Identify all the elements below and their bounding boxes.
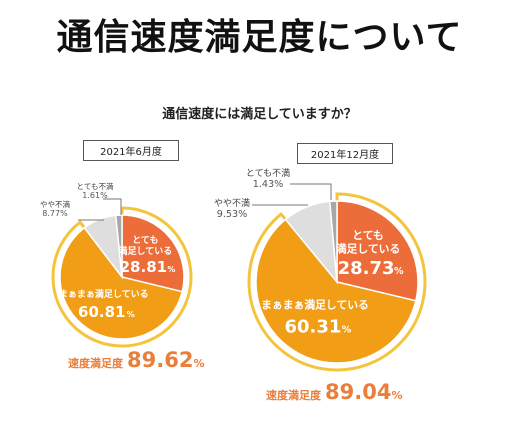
slice-value: 60.31 [285, 316, 342, 337]
slice-label: やや不満 [214, 198, 250, 209]
slice-value-percent: % [394, 266, 404, 277]
slice-value: 60.81 [78, 303, 125, 321]
slice-label: やや不満 [40, 200, 70, 209]
summary-percent: % [391, 389, 403, 402]
pie-slice [59, 226, 184, 340]
pie-slice [114, 214, 123, 278]
summary-label: 速度満足度 [266, 389, 321, 402]
slice-value: 28.81 [120, 258, 167, 276]
satisfaction-summary-december: 速度満足度 89.04% [266, 380, 402, 404]
slice-label: 満足している [118, 245, 172, 257]
slice-value: 9.53% [217, 209, 247, 220]
pie-slice [336, 200, 419, 302]
slice-label: まぁまぁ満足している [261, 297, 369, 311]
satisfaction-highlight-ring [247, 192, 427, 372]
pie-slice [328, 200, 338, 283]
slice-label: とても不満 [77, 182, 114, 191]
leader-line [290, 183, 332, 200]
summary-percent: % [193, 357, 205, 370]
slice-value: 1.43% [253, 179, 283, 190]
slice-value-percent: % [167, 265, 175, 274]
slice-label: とても [132, 235, 158, 246]
pie-slice [121, 214, 185, 293]
slice-label: とても [352, 229, 384, 242]
slice-value: 28.73 [338, 258, 395, 279]
slice-label: とても不満 [246, 168, 290, 179]
survey-question: 通信速度には満足していますか？ [162, 107, 357, 122]
satisfaction-summary-june: 速度満足度 89.62% [68, 348, 204, 372]
page-title: 通信速度満足度について [56, 17, 463, 58]
pie-slice [255, 218, 417, 364]
slice-value: 8.77% [42, 209, 68, 218]
period-label-december: 2021年12月度 [297, 143, 393, 164]
slice-value-percent: % [127, 310, 135, 319]
leader-line [103, 198, 122, 215]
slice-value-percent: % [342, 324, 352, 335]
satisfaction-highlight-ring [51, 206, 193, 348]
slice-value: 1.61% [82, 191, 108, 200]
period-label-june: 2021年6月度 [83, 140, 179, 161]
slice-label: まぁまぁ満足している [59, 288, 149, 300]
summary-value: 89.62 [127, 348, 194, 372]
slice-label: 満足している [336, 241, 400, 255]
summary-label: 速度満足度 [68, 357, 123, 370]
summary-value: 89.04 [325, 380, 392, 404]
